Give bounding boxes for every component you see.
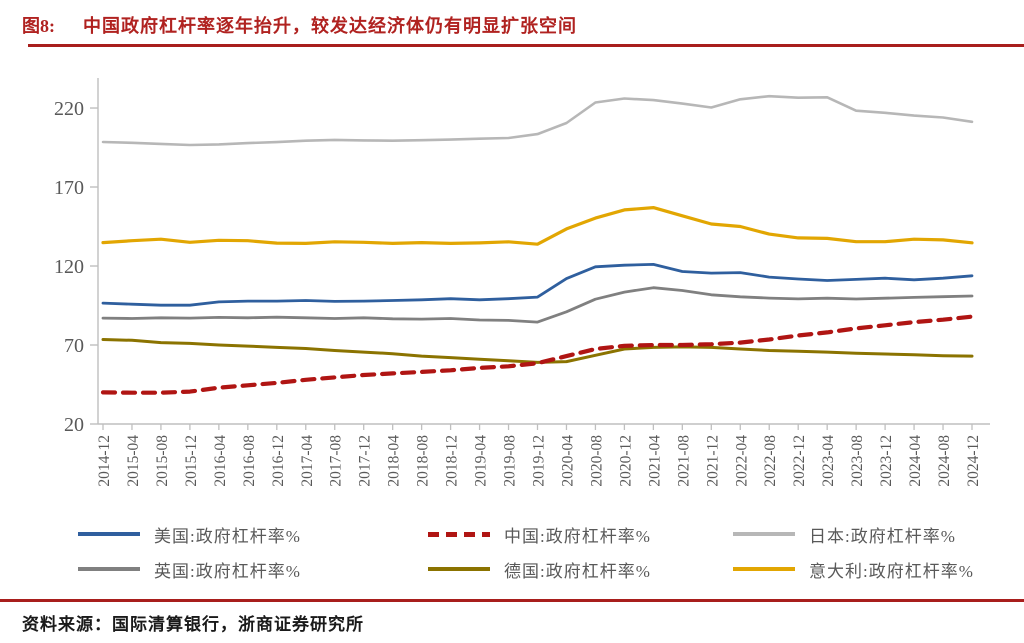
series-line-2 — [101, 94, 974, 147]
footer-divider — [0, 599, 1024, 602]
y-tick-label: 170 — [54, 177, 84, 199]
legend-label: 中国:政府杠杆率% — [504, 526, 651, 546]
legend-label: 日本:政府杠杆率% — [809, 526, 956, 546]
x-tick-label: 2020-08 — [588, 435, 605, 487]
figure-label: 图8: — [22, 16, 55, 36]
x-tick-label: 2023-12 — [878, 435, 895, 487]
legend-label: 英国:政府杠杆率% — [154, 561, 301, 581]
x-tick-label: 2024-12 — [965, 435, 982, 487]
x-tick-label: 2019-08 — [502, 435, 519, 487]
y-tick-label: 70 — [64, 335, 84, 357]
legend-item-2: 日本:政府杠杆率% — [733, 521, 1008, 547]
x-tick-label: 2016-08 — [241, 435, 258, 487]
x-tick-label: 2021-04 — [646, 435, 663, 487]
series-line-4 — [101, 338, 974, 364]
source-label: 资料来源： — [22, 615, 112, 634]
legend-item-1: 中国:政府杠杆率% — [428, 521, 733, 547]
legend-swatch — [733, 567, 795, 571]
series-line-0 — [101, 262, 974, 307]
x-tick-label: 2022-08 — [762, 435, 779, 487]
x-tick-label: 2019-04 — [473, 435, 490, 487]
figure-title: 中国政府杠杆率逐年抬升，较发达经济体仍有明显扩张空间 — [83, 16, 577, 36]
x-tick-label: 2014-12 — [96, 435, 113, 487]
x-tick-label: 2016-12 — [270, 435, 287, 487]
x-tick-label: 2018-04 — [386, 435, 403, 487]
title-divider — [28, 44, 1024, 47]
x-tick-label: 2021-08 — [675, 435, 692, 487]
y-tick-label: 20 — [64, 414, 84, 436]
figure-title-row: 图8: 中国政府杠杆率逐年抬升，较发达经济体仍有明显扩张空间 — [22, 12, 1002, 38]
y-tick-label: 220 — [54, 98, 84, 120]
government-leverage-line-chart: 20 70 120 170 220 2014-12 2015-04 2015-08 2015-1… — [54, 78, 990, 487]
x-tick-label: 2020-04 — [559, 435, 576, 487]
x-tick-label: 2023-04 — [820, 435, 837, 487]
x-tick-label: 2017-04 — [299, 435, 316, 487]
x-tick-label: 2022-12 — [791, 435, 808, 487]
legend-item-4: 德国:政府杠杆率% — [428, 556, 733, 582]
x-tick-label: 2019-12 — [531, 435, 548, 487]
x-tick-label: 2017-08 — [328, 435, 345, 487]
legend-label: 德国:政府杠杆率% — [504, 561, 651, 581]
legend-item-0: 美国:政府杠杆率% — [78, 521, 428, 547]
series-line-5 — [101, 206, 974, 246]
legend-swatch — [78, 567, 140, 571]
x-tick-label: 2016-04 — [212, 435, 229, 487]
x-tick-label: 2024-08 — [936, 435, 953, 487]
x-tick-label: 2024-04 — [907, 435, 924, 487]
legend-item-3: 英国:政府杠杆率% — [78, 556, 428, 582]
legend-swatch — [733, 532, 795, 536]
legend-swatch — [78, 532, 140, 536]
source-text: 国际清算银行，浙商证券研究所 — [112, 615, 364, 634]
x-tick-label: 2023-08 — [849, 435, 866, 487]
legend-swatch — [428, 567, 490, 571]
x-tick-label: 2022-04 — [733, 435, 750, 487]
x-tick-label: 2018-08 — [415, 435, 432, 487]
legend-label: 意大利:政府杠杆率% — [809, 561, 974, 581]
chart-legend: 美国:政府杠杆率% 中国:政府杠杆率% 日本:政府杠杆率% 英国:政府杠杆率% 德国:政… — [78, 521, 1008, 582]
x-tick-label: 2015-08 — [154, 435, 171, 487]
x-tick-label: 2017-12 — [357, 435, 374, 487]
series-line-1 — [100, 314, 975, 395]
x-tick-label: 2018-12 — [444, 435, 461, 487]
x-tick-label: 2015-12 — [183, 435, 200, 487]
x-tick-label: 2020-12 — [617, 435, 634, 487]
y-tick-label: 120 — [54, 256, 84, 278]
source-note: 资料来源：国际清算银行，浙商证券研究所 — [22, 610, 364, 635]
legend-label: 美国:政府杠杆率% — [154, 526, 301, 546]
x-tick-label: 2015-04 — [125, 435, 142, 487]
x-tick-label: 2021-12 — [704, 435, 721, 487]
legend-item-5: 意大利:政府杠杆率% — [733, 556, 1008, 582]
series-line-3 — [101, 286, 974, 324]
legend-swatch — [428, 531, 490, 537]
